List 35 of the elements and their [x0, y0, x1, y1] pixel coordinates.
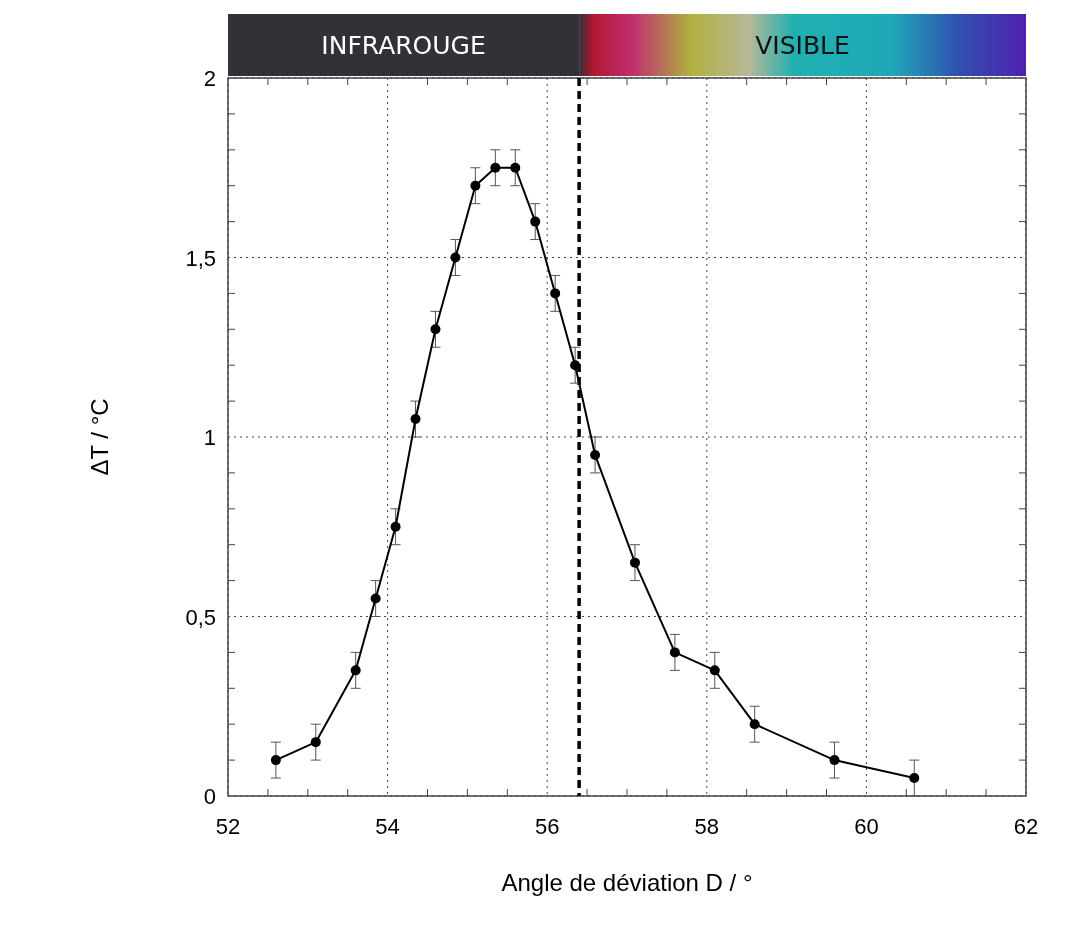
point — [430, 324, 441, 335]
point — [669, 647, 680, 658]
point — [590, 449, 601, 460]
point — [450, 252, 461, 263]
point — [570, 360, 581, 371]
x-tick-label: 54 — [375, 814, 400, 839]
point — [629, 557, 640, 568]
point — [270, 755, 281, 766]
point — [829, 755, 840, 766]
x-axis-title: Angle de déviation D / ° — [501, 869, 753, 896]
point — [470, 180, 481, 191]
point — [530, 216, 541, 227]
y-tick-label: 1,5 — [185, 245, 216, 271]
point — [490, 162, 501, 173]
point — [310, 737, 321, 748]
point — [390, 521, 401, 532]
point — [749, 719, 760, 730]
y-tick-label: 0,5 — [185, 604, 216, 630]
x-tick-label: 62 — [1013, 814, 1039, 839]
text: INFRAROUGE — [321, 31, 486, 60]
x-tick-label: 56 — [534, 814, 560, 839]
point — [350, 665, 361, 676]
y-tick-label: 2 — [203, 66, 216, 91]
y-tick-label: 1 — [203, 425, 216, 450]
point — [410, 414, 421, 425]
point — [550, 288, 561, 299]
point — [510, 162, 521, 173]
y-tick-label: 0 — [203, 784, 216, 809]
point — [370, 593, 381, 604]
point — [909, 773, 920, 784]
x-tick-label: 58 — [694, 814, 720, 839]
point — [709, 665, 720, 676]
x-tick-label: 60 — [854, 814, 879, 839]
x-tick-label: 52 — [215, 814, 241, 839]
y-axis-title: ΔT / °C — [86, 398, 113, 476]
